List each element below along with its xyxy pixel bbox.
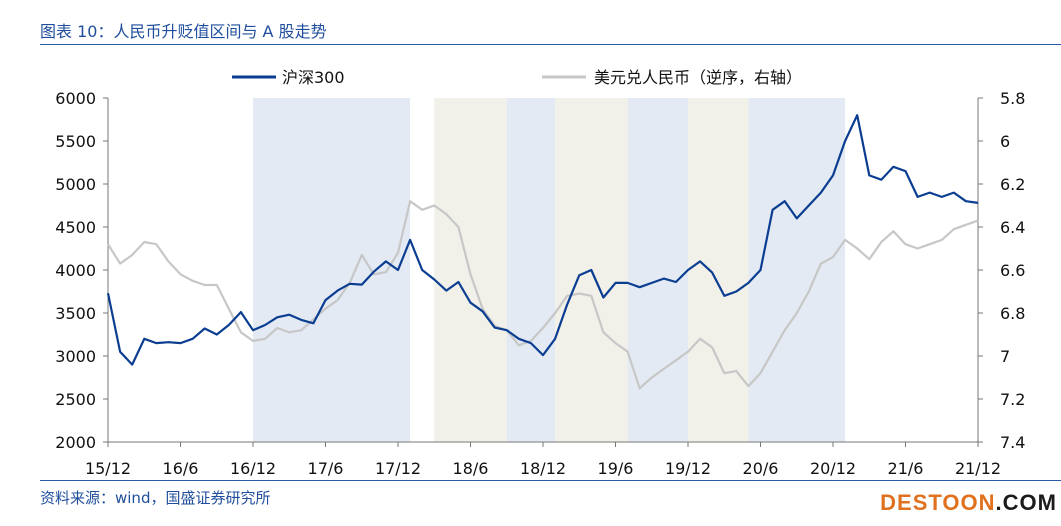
y-right-tick-label: 6.8 <box>1000 304 1025 323</box>
x-tick-label: 20/6 <box>743 459 779 478</box>
figure-title: 图表 10：人民币升贬值区间与 A 股走势 <box>40 22 327 41</box>
y-left-tick-label: 2000 <box>55 433 96 452</box>
watermark: DESTOON.COM <box>880 490 1057 516</box>
axes: 2000 2500 3000 3500 4000 4500 5000 5500 6000 5.8 6… <box>55 89 1025 478</box>
x-tick-label: 20/12 <box>810 459 856 478</box>
shaded-period-5 <box>627 98 688 442</box>
x-tick-label: 19/6 <box>598 459 634 478</box>
legend-label-fx: 美元兑人民币（逆序，右轴） <box>594 68 802 87</box>
source-note: 资料来源：wind，国盛证券研究所 <box>40 489 271 507</box>
title-rule <box>40 44 1061 45</box>
legend: 沪深300 美元兑人民币（逆序，右轴） <box>232 68 802 87</box>
x-tick-label: 19/12 <box>665 459 711 478</box>
series-lines <box>106 114 979 390</box>
legend-label-index: 沪深300 <box>282 68 345 87</box>
x-tick-label: 16/12 <box>230 459 276 478</box>
source-rule <box>40 480 1061 481</box>
y-right-tick-label: 7 <box>1000 347 1010 366</box>
x-tick-label: 16/6 <box>163 459 199 478</box>
shaded-period-7 <box>748 98 846 442</box>
shaded-period-3 <box>506 98 556 442</box>
y-left-tick-label: 4000 <box>55 261 96 280</box>
watermark-suffix: .COM <box>995 490 1057 515</box>
y-left-tick-label: 5500 <box>55 132 96 151</box>
shaded-period-6 <box>688 98 749 442</box>
shaded-period-1 <box>253 98 411 442</box>
y-right-tick-label: 5.8 <box>1000 89 1025 108</box>
y-right-tick-label: 7.4 <box>1000 433 1025 452</box>
y-left-tick-label: 6000 <box>55 89 96 108</box>
y-left-tick-label: 5000 <box>55 175 96 194</box>
x-tick-label: 21/6 <box>888 459 924 478</box>
series-line-index <box>106 114 979 366</box>
y-right-tick-label: 6.4 <box>1000 218 1025 237</box>
x-tick-label: 18/12 <box>520 459 566 478</box>
y-left-tick-label: 2500 <box>55 390 96 409</box>
x-tick-label: 21/12 <box>955 459 1001 478</box>
series-line-fx <box>107 200 979 390</box>
y-left-tick-label: 3500 <box>55 304 96 323</box>
y-right-tick-label: 6.6 <box>1000 261 1025 280</box>
x-tick-label: 18/6 <box>453 459 489 478</box>
y-right-tick-label: 6 <box>1000 132 1010 151</box>
y-left-tick-label: 4500 <box>55 218 96 237</box>
x-tick-label: 15/12 <box>85 459 131 478</box>
x-tick-label: 17/12 <box>375 459 421 478</box>
watermark-text: DESTOON <box>880 490 996 515</box>
shaded-periods <box>253 98 846 442</box>
y-right-tick-label: 6.2 <box>1000 175 1025 194</box>
y-left-tick-label: 3000 <box>55 347 96 366</box>
y-right-tick-label: 7.2 <box>1000 390 1025 409</box>
x-tick-label: 17/6 <box>308 459 344 478</box>
